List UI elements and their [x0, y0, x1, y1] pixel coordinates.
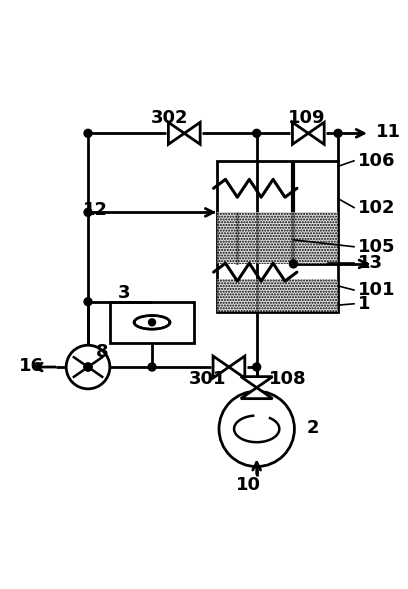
- Polygon shape: [241, 376, 273, 388]
- Bar: [110, 302, 194, 343]
- Bar: [217, 279, 338, 312]
- Text: 12: 12: [83, 201, 108, 219]
- Text: 109: 109: [288, 109, 325, 127]
- Polygon shape: [184, 123, 200, 144]
- Circle shape: [66, 345, 110, 389]
- Text: 302: 302: [151, 109, 188, 127]
- Circle shape: [289, 260, 297, 268]
- Circle shape: [84, 130, 92, 137]
- Text: 108: 108: [268, 370, 306, 388]
- Bar: [217, 213, 338, 264]
- Polygon shape: [308, 123, 324, 144]
- Circle shape: [84, 363, 92, 371]
- Text: 8: 8: [96, 343, 109, 361]
- Text: 102: 102: [358, 198, 395, 217]
- Circle shape: [148, 363, 156, 371]
- Polygon shape: [241, 388, 273, 399]
- Circle shape: [84, 363, 92, 371]
- Polygon shape: [229, 356, 245, 378]
- Polygon shape: [213, 356, 229, 378]
- Text: 13: 13: [358, 253, 383, 272]
- Text: 101: 101: [358, 281, 395, 299]
- Text: 11: 11: [376, 123, 401, 141]
- Text: 1: 1: [358, 294, 370, 313]
- Text: 3: 3: [118, 284, 130, 303]
- Circle shape: [253, 130, 261, 137]
- Text: 301: 301: [188, 370, 226, 388]
- Polygon shape: [293, 123, 308, 144]
- Bar: [217, 161, 338, 312]
- Circle shape: [84, 298, 92, 306]
- Text: 16: 16: [18, 357, 44, 375]
- Circle shape: [334, 130, 342, 137]
- Polygon shape: [169, 123, 184, 144]
- Circle shape: [253, 363, 261, 371]
- Circle shape: [149, 319, 155, 326]
- Text: 2: 2: [306, 419, 319, 436]
- Circle shape: [84, 209, 92, 216]
- Text: 105: 105: [358, 238, 395, 256]
- Circle shape: [219, 391, 295, 466]
- Text: 106: 106: [358, 152, 395, 170]
- Text: 10: 10: [236, 477, 261, 494]
